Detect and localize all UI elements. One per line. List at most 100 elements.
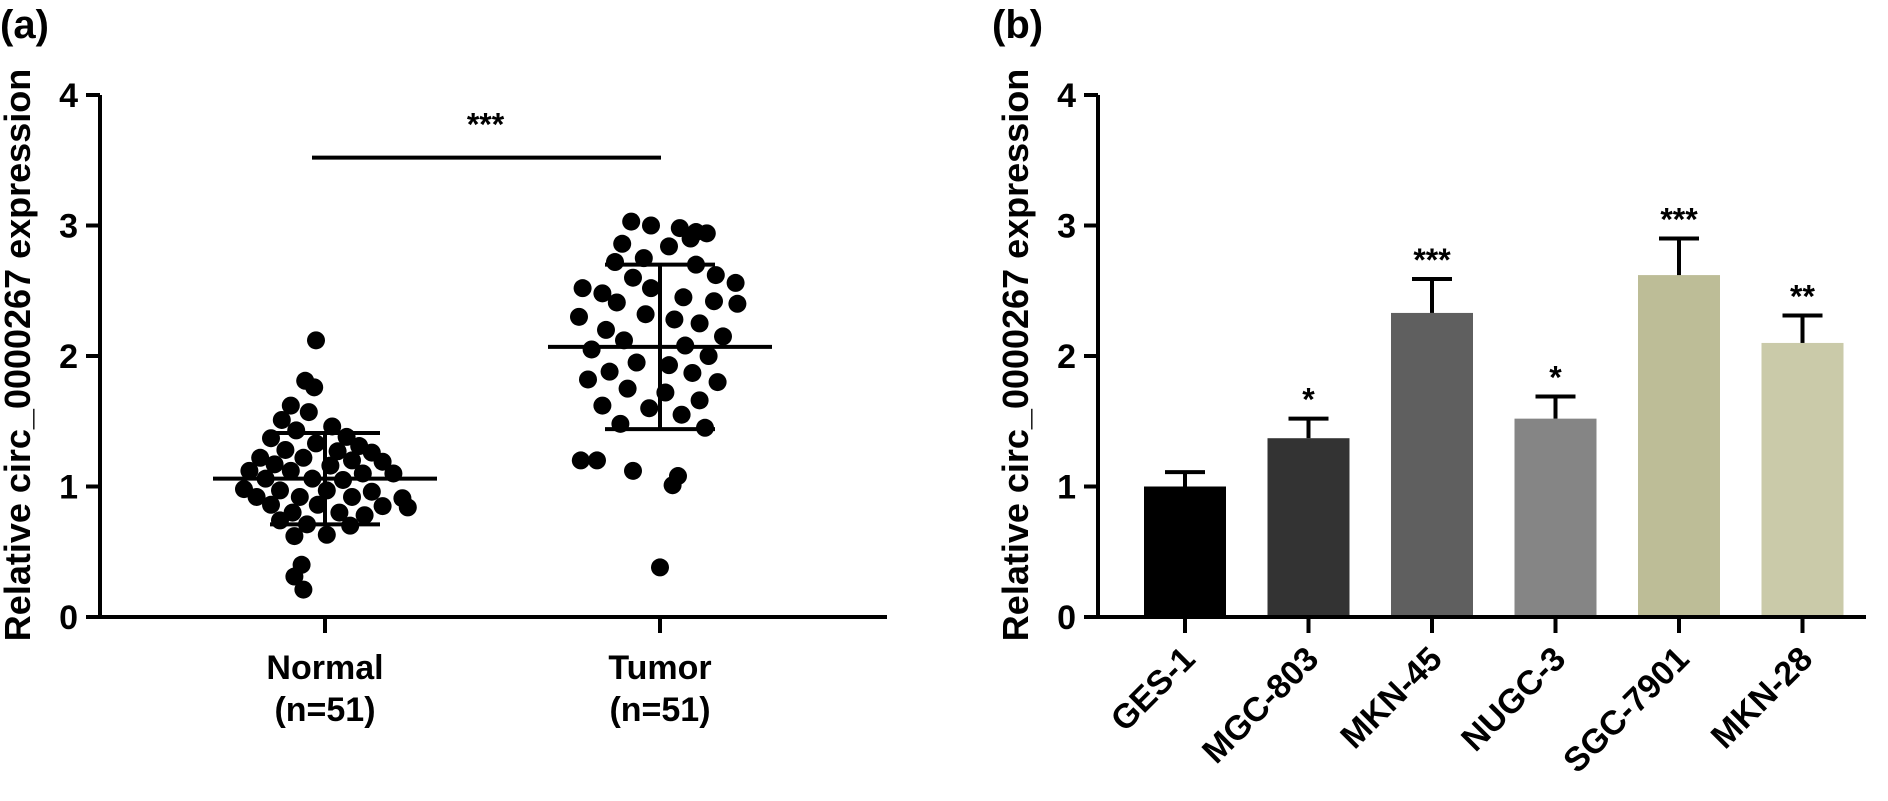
y-tick-label: 2 — [1057, 338, 1076, 376]
data-point — [398, 498, 417, 517]
significance-label: *** — [1660, 202, 1698, 238]
x-tick-label: GES-1 — [1104, 640, 1203, 739]
x-tick-label: SGC-7901 — [1556, 640, 1696, 780]
data-point — [262, 495, 280, 514]
x-tick-label: Tumor — [608, 649, 711, 687]
data-point — [588, 451, 606, 470]
mean-sd-bars — [213, 262, 772, 527]
data-point — [307, 434, 325, 453]
data-point — [697, 224, 716, 243]
x-tick-label: Normal — [266, 649, 383, 687]
data-point — [672, 405, 691, 424]
data-point — [665, 310, 684, 329]
data-point — [683, 363, 702, 382]
data-points — [235, 212, 747, 599]
data-point — [290, 487, 309, 506]
x-tick-sample-size: (n=51) — [609, 691, 710, 729]
y-ticks: 0 1 2 3 4 — [59, 77, 100, 637]
data-point — [582, 340, 601, 359]
y-tick-label: 4 — [59, 77, 78, 115]
data-point — [726, 273, 745, 292]
y-axis-label: Relative circ_0000267 expression — [0, 69, 38, 641]
data-point — [281, 396, 300, 415]
x-tick-label: MGC-803 — [1195, 640, 1326, 771]
x-tick-label: NUGC-3 — [1454, 640, 1573, 759]
data-point — [579, 370, 597, 389]
data-point — [607, 293, 626, 312]
data-point — [651, 558, 669, 577]
data-point — [276, 440, 295, 459]
data-point — [373, 497, 392, 516]
y-ticks: 0 1 2 3 4 — [1057, 77, 1098, 637]
data-point — [600, 362, 619, 381]
y-tick-label: 0 — [59, 599, 78, 637]
data-point — [714, 327, 732, 346]
axes — [98, 95, 887, 619]
data-point — [323, 417, 342, 436]
data-point — [330, 503, 349, 522]
data-point — [615, 331, 633, 350]
data-point — [706, 266, 725, 285]
data-point — [307, 331, 325, 350]
data-point — [573, 279, 592, 298]
data-point — [593, 284, 612, 303]
data-point — [373, 452, 392, 471]
data-point — [294, 580, 313, 599]
data-point — [285, 567, 304, 586]
data-point — [593, 396, 612, 415]
data-point — [674, 288, 693, 307]
significance-label: * — [1302, 382, 1315, 418]
data-point — [613, 234, 632, 253]
panel-a-label: (a) — [0, 3, 49, 47]
y-tick-label: 4 — [1057, 77, 1076, 115]
bar — [1638, 275, 1720, 617]
data-point — [285, 527, 304, 546]
data-point — [328, 442, 347, 461]
data-point — [271, 481, 289, 500]
data-point — [287, 421, 306, 440]
y-tick-label: 1 — [59, 469, 78, 507]
scatter-chart: Relative circ_0000267 expression 0 1 2 3 4 N… — [0, 69, 887, 729]
y-tick-label: 0 — [1057, 599, 1076, 637]
y-tick-label: 3 — [59, 208, 78, 246]
data-point — [317, 525, 336, 544]
data-point — [624, 268, 642, 287]
data-point — [663, 476, 682, 495]
data-point — [627, 353, 646, 372]
bar — [1514, 418, 1597, 617]
x-ticks: Normal (n=51) Tumor (n=51) — [266, 617, 712, 729]
data-point — [642, 216, 660, 235]
data-point — [240, 461, 259, 480]
data-point — [281, 461, 300, 480]
data-point — [265, 455, 284, 474]
bar-chart: Relative circ_0000267 expression *******… — [995, 69, 1866, 780]
data-point — [597, 320, 615, 339]
significance-label: ** — [1790, 279, 1815, 315]
data-point — [362, 482, 381, 501]
data-point — [690, 391, 709, 410]
data-point — [570, 307, 588, 326]
significance-label: * — [1549, 359, 1562, 395]
data-point — [299, 403, 318, 422]
bar — [1761, 342, 1844, 617]
data-point — [618, 379, 637, 398]
bars: ********** — [1144, 202, 1844, 617]
x-tick-sample-size: (n=51) — [274, 691, 375, 729]
data-point — [634, 249, 653, 268]
data-point — [305, 378, 324, 397]
bar — [1144, 486, 1226, 617]
bar — [1267, 438, 1350, 617]
data-point — [294, 448, 313, 467]
data-point — [690, 314, 709, 333]
data-point — [708, 373, 727, 392]
significance: *** — [312, 107, 661, 160]
data-point — [343, 451, 361, 470]
data-point — [705, 292, 723, 311]
data-point — [247, 487, 266, 506]
data-point — [681, 229, 700, 248]
data-point — [660, 356, 678, 375]
data-point — [272, 410, 291, 429]
x-tick-label: MKN-28 — [1704, 640, 1820, 756]
